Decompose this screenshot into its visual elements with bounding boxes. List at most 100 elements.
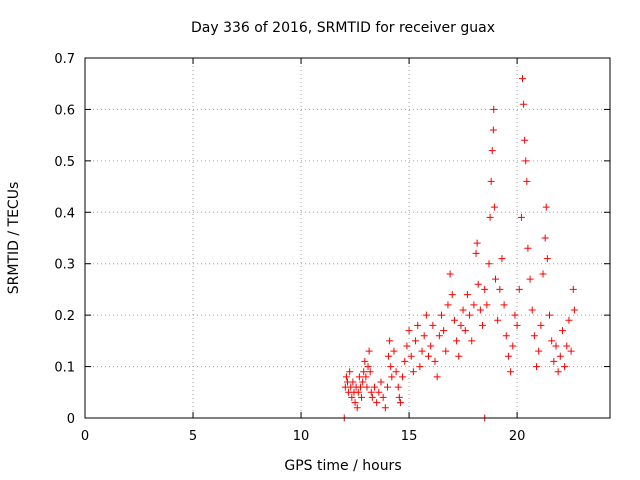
data-point xyxy=(364,363,372,371)
data-point xyxy=(401,357,409,365)
data-point xyxy=(507,368,515,376)
data-point xyxy=(466,311,474,319)
data-point xyxy=(379,393,387,401)
data-point xyxy=(346,368,354,376)
data-point xyxy=(390,347,398,355)
data-point xyxy=(543,255,551,263)
data-point xyxy=(520,100,528,108)
data-point xyxy=(448,291,456,299)
x-tick-label: 0 xyxy=(81,429,89,444)
data-point xyxy=(422,311,430,319)
data-point xyxy=(476,306,484,314)
data-point xyxy=(561,363,569,371)
data-point xyxy=(388,373,396,381)
data-point xyxy=(349,378,357,386)
data-point xyxy=(342,373,350,381)
data-point xyxy=(394,383,402,391)
data-point xyxy=(420,332,428,340)
data-point xyxy=(490,105,498,113)
data-point xyxy=(355,373,363,381)
axis-ticks: 0 5 10 15 20 0 0.1 0.2 0.3 0.4 0.5 0.6 0.7 xyxy=(54,52,610,444)
data-point xyxy=(356,383,364,391)
data-point xyxy=(365,347,373,355)
data-point xyxy=(373,399,381,407)
data-point xyxy=(541,234,549,242)
data-point xyxy=(530,332,538,340)
data-point xyxy=(494,316,502,324)
data-point xyxy=(437,311,445,319)
data-point xyxy=(359,378,367,386)
data-point xyxy=(523,177,531,185)
data-point xyxy=(425,352,433,360)
data-point xyxy=(435,332,443,340)
data-point xyxy=(446,270,454,278)
y-tick-label: 0.4 xyxy=(54,206,75,221)
data-point xyxy=(513,321,521,329)
data-point xyxy=(474,280,482,288)
y-tick-label: 0.1 xyxy=(54,361,75,376)
data-point xyxy=(358,393,366,401)
data-point xyxy=(485,260,493,268)
data-point xyxy=(542,203,550,211)
data-point xyxy=(444,301,452,309)
data-point xyxy=(362,373,370,381)
data-point xyxy=(472,249,480,257)
data-point xyxy=(552,342,560,350)
data-point xyxy=(455,352,463,360)
data-point xyxy=(569,285,577,293)
data-point xyxy=(418,347,426,355)
data-point xyxy=(556,352,564,360)
data-point xyxy=(563,342,571,350)
data-point xyxy=(366,368,374,376)
data-point xyxy=(486,213,494,221)
x-tick-label: 15 xyxy=(401,429,418,444)
data-point xyxy=(354,388,362,396)
data-point xyxy=(407,352,415,360)
data-point xyxy=(533,363,541,371)
data-point xyxy=(473,239,481,247)
data-point xyxy=(550,357,558,365)
y-tick-label: 0 xyxy=(67,412,75,427)
data-point xyxy=(387,363,395,371)
data-point xyxy=(517,213,525,221)
y-tick-label: 0.3 xyxy=(54,258,75,273)
data-point xyxy=(403,342,411,350)
x-axis-label: GPS time / hours xyxy=(284,458,401,474)
x-tick-label: 10 xyxy=(293,429,310,444)
x-tick-label: 20 xyxy=(509,429,526,444)
data-point xyxy=(367,388,375,396)
y-tick-label: 0.6 xyxy=(54,103,75,118)
data-point xyxy=(515,285,523,293)
data-point xyxy=(496,285,504,293)
data-point xyxy=(386,337,394,345)
data-point xyxy=(519,75,526,83)
data-point xyxy=(459,306,467,314)
data-point xyxy=(491,275,499,283)
data-point xyxy=(565,316,573,324)
data-point xyxy=(371,383,379,391)
data-point xyxy=(511,311,519,319)
data-point xyxy=(442,347,450,355)
data-point xyxy=(440,327,448,335)
data-point xyxy=(498,255,506,263)
data-point xyxy=(546,311,554,319)
data-point xyxy=(431,357,439,365)
data-point xyxy=(405,327,413,335)
data-point xyxy=(539,270,547,278)
data-point xyxy=(414,321,422,329)
data-point xyxy=(570,306,578,314)
data-point xyxy=(348,393,356,401)
data-point xyxy=(535,347,543,355)
data-point xyxy=(463,291,471,299)
plot-frame xyxy=(84,57,611,419)
data-point xyxy=(528,306,536,314)
data-point xyxy=(392,368,400,376)
data-point xyxy=(360,368,368,376)
data-point xyxy=(381,404,389,412)
data-point xyxy=(396,399,404,407)
data-point xyxy=(427,342,435,350)
y-tick-label: 0.2 xyxy=(54,309,75,324)
data-point xyxy=(526,275,534,283)
data-point xyxy=(409,368,417,376)
x-tick-label: 5 xyxy=(189,429,197,444)
